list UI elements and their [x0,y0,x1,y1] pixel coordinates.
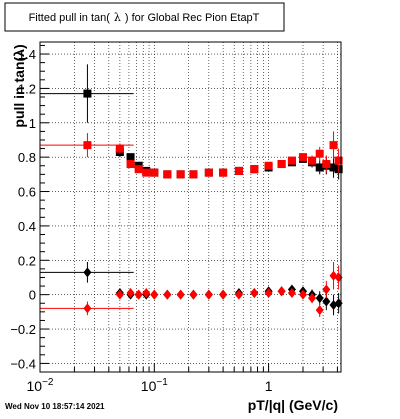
data-point [126,160,135,169]
data-point [150,289,159,300]
data-point [322,160,331,169]
data-point [322,296,331,307]
timestamp-label: Wed Nov 10 18:57:14 2021 [5,402,105,411]
series-1 [40,131,343,179]
y-tick-label: −0.4 [10,356,36,371]
data-point [204,289,213,300]
data-point [315,163,324,172]
data-point [329,141,338,150]
data-point [83,267,92,278]
data-point [299,153,308,162]
data-point [83,141,92,150]
data-point [204,168,213,177]
data-point [315,293,324,304]
data-point [219,289,228,300]
x-tick-label: 10−1 [141,377,168,394]
data-point [315,149,324,158]
chart-title: Fitted pull in tan(λ) for Global Rec Pio… [29,11,260,24]
data-point [83,303,92,314]
data-point [134,289,143,300]
y-tick-label: 1.4 [18,47,36,62]
data-point [315,305,324,316]
data-point [163,289,172,300]
data-point [126,287,135,298]
data-point [277,286,286,297]
y-tick-label: 0.8 [18,150,36,165]
y-tick-label: 1.2 [18,81,36,96]
data-point [308,156,317,165]
data-point [308,293,317,304]
y-axis-title: pull in tan(λ) [11,44,27,127]
data-point [115,289,124,300]
x-axis-title: pT/|q| (GeV/c) [248,397,338,413]
axes-layer: 10−2 10−1 1 −0.4 −0.2 0 0.2 0.4 0.6 0.8 1 1.2 1.4 [10,44,338,394]
data-point [264,287,273,298]
data-point [163,170,172,179]
data-point [264,161,273,170]
y-tick-label: 1 [29,116,36,131]
title-box [4,2,285,32]
data-point [234,166,243,175]
data-point [299,289,308,300]
data-point [176,289,185,300]
y-tick-label: 0.2 [18,253,36,268]
data-point [176,170,185,179]
y-tick-label: 0 [29,288,36,303]
y-tick-label: −0.2 [10,322,36,337]
x-tick-label: 10−2 [27,377,54,394]
data-point [189,170,198,179]
data-point [142,287,151,298]
data-point [219,168,228,177]
data-point [329,163,338,172]
data-point [142,168,151,177]
data-point [250,287,259,298]
grid-layer [40,42,341,372]
y-tick-label: 0.4 [18,219,36,234]
data-point [150,168,159,177]
data-point [277,160,286,169]
plot-frame [39,41,342,373]
data-point [322,284,331,295]
data-point [250,165,259,174]
data-point [287,156,296,165]
y-tick-label: 0.6 [18,185,36,200]
data-point [115,144,124,153]
data-point [134,165,143,174]
data-point [189,289,198,300]
x-tick-label: 1 [265,378,273,394]
data-point [287,287,296,298]
data-point [126,153,135,162]
data-point [234,289,243,300]
data-point [83,89,92,98]
data-point [334,156,343,165]
